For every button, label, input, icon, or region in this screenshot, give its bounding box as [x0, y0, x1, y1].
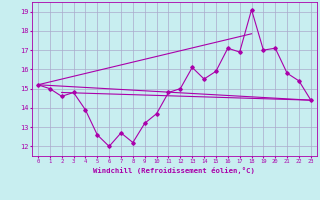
X-axis label: Windchill (Refroidissement éolien,°C): Windchill (Refroidissement éolien,°C): [93, 167, 255, 174]
